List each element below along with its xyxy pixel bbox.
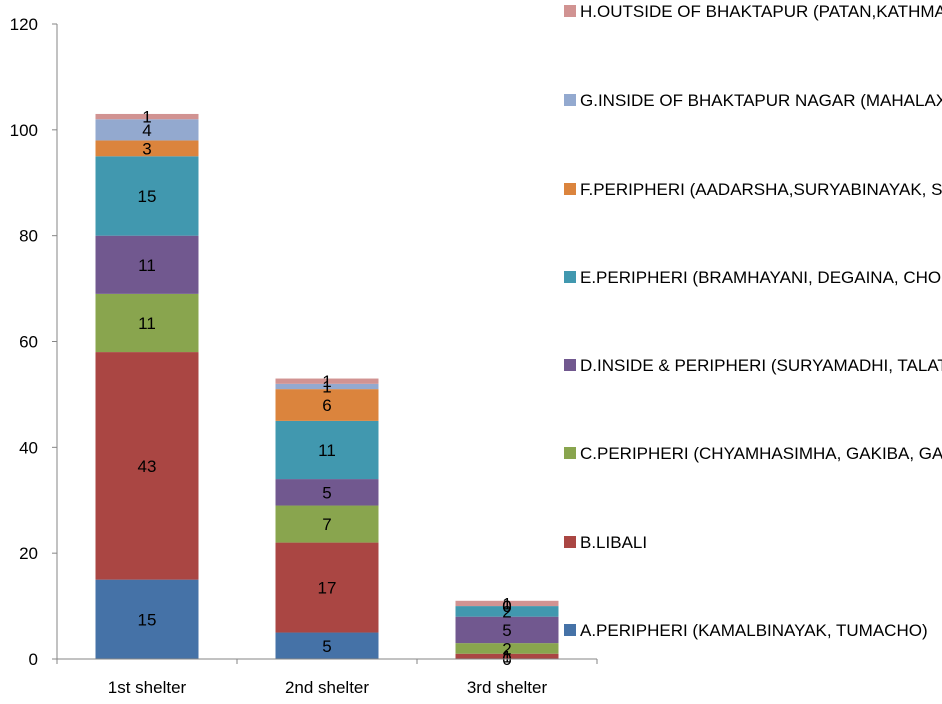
y-tick-label: 120 <box>10 15 38 34</box>
bar-segment <box>95 119 199 141</box>
data-label: 1 <box>502 647 511 666</box>
bar-segment <box>455 600 559 607</box>
data-label: 0 <box>502 597 511 616</box>
y-tick-label: 20 <box>19 544 38 563</box>
data-label: 6 <box>322 396 331 415</box>
bar-segment <box>455 606 559 617</box>
bar-segment <box>95 293 199 353</box>
legend-swatch <box>564 536 576 548</box>
bar-segment <box>275 420 379 480</box>
legend-swatch <box>564 624 576 636</box>
legend: H.OUTSIDE OF BHAKTAPUR (PATAN,KATHMANDU)… <box>564 2 942 640</box>
bar-segment <box>275 632 379 659</box>
data-label: 17 <box>318 579 337 598</box>
data-label: 15 <box>138 610 157 629</box>
data-label: 11 <box>318 441 336 460</box>
legend-label: H.OUTSIDE OF BHAKTAPUR (PATAN,KATHMANDU) <box>580 2 942 21</box>
bar-segment <box>95 140 199 157</box>
legend-swatch <box>564 5 576 17</box>
legend-swatch <box>564 271 576 283</box>
data-label: 2 <box>502 639 511 658</box>
x-tick-label: 3rd shelter <box>467 678 548 697</box>
data-label: 7 <box>322 515 331 534</box>
y-tick-label: 0 <box>29 650 38 669</box>
y-tick-label: 100 <box>10 121 38 140</box>
data-label: 11 <box>138 256 156 275</box>
data-label: 1 <box>142 108 151 127</box>
bar-segment <box>275 383 379 390</box>
bar-segment <box>455 616 559 644</box>
legend-label: D.INSIDE & PERIPHERI (SURYAMADHI, TALATU… <box>580 356 942 375</box>
data-label: 4 <box>142 121 151 140</box>
data-label: 5 <box>502 621 511 640</box>
legend-label: F.PERIPHERI (AADARSHA,SURYABINAYAK, SALL… <box>580 180 942 199</box>
bar-segment <box>95 352 199 580</box>
bar-segment <box>455 653 559 659</box>
data-label: 5 <box>322 637 331 656</box>
bar-segment <box>275 389 379 421</box>
bar-segment <box>275 542 379 633</box>
data-label: 15 <box>138 187 157 206</box>
data-label: 1 <box>322 377 331 396</box>
data-label: 43 <box>138 457 157 476</box>
legend-swatch <box>564 359 576 371</box>
data-label: 1 <box>322 372 331 391</box>
data-label: 5 <box>322 483 331 502</box>
bar-segment <box>455 643 559 654</box>
y-tick-label: 60 <box>19 333 38 352</box>
legend-label: G.INSIDE OF BHAKTAPUR NAGAR (MAHALAXMI, … <box>580 91 942 110</box>
bar-segment <box>95 156 199 236</box>
data-label: 0 <box>502 597 511 616</box>
bar-segment <box>95 235 199 294</box>
bar-segment <box>275 479 379 506</box>
legend-label: C.PERIPHERI (CHYAMHASIMHA, GAKIBA, GARKH… <box>580 444 942 463</box>
legend-swatch <box>564 183 576 195</box>
data-label: 1 <box>502 594 511 613</box>
y-tick-label: 40 <box>19 438 38 457</box>
legend-swatch <box>564 447 576 459</box>
data-label: 11 <box>138 314 156 333</box>
bar-segment <box>275 378 379 384</box>
legend-swatch <box>564 94 576 106</box>
x-tick-label: 2nd shelter <box>285 678 369 697</box>
bar-segment <box>95 113 199 120</box>
data-label: 2 <box>502 602 511 621</box>
legend-label: B.LIBALI <box>580 533 647 552</box>
legend-label: E.PERIPHERI (BRAMHAYANI, DEGAINA, CHOKHA… <box>580 268 942 287</box>
x-tick-label: 1st shelter <box>108 678 187 697</box>
bar-segment <box>95 579 199 659</box>
y-tick-label: 80 <box>19 227 38 246</box>
legend-label: A.PERIPHERI (KAMALBINAYAK, TUMACHO) <box>580 621 928 640</box>
data-label: 3 <box>142 139 151 158</box>
bar-segment <box>275 505 379 543</box>
